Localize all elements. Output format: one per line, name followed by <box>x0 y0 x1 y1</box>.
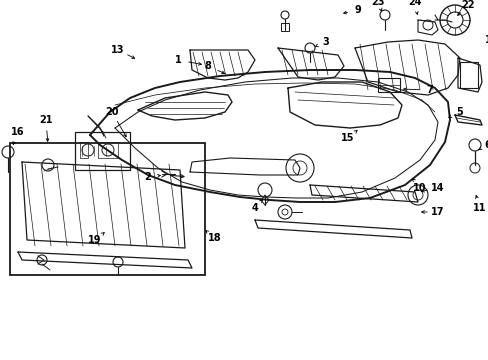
Text: 20: 20 <box>105 107 119 117</box>
Text: 4: 4 <box>251 203 258 213</box>
Text: 2: 2 <box>144 172 151 182</box>
Text: 18: 18 <box>208 233 222 243</box>
Text: 13: 13 <box>111 45 124 55</box>
Text: 22: 22 <box>460 0 474 10</box>
Bar <box>281 23 288 31</box>
Text: 7: 7 <box>426 85 432 95</box>
Text: 17: 17 <box>430 207 444 217</box>
Bar <box>377 78 399 92</box>
Text: 19: 19 <box>88 235 102 245</box>
Text: 23: 23 <box>370 0 384 7</box>
Text: 3: 3 <box>322 37 329 47</box>
Bar <box>10 143 204 275</box>
Bar <box>459 62 477 88</box>
Text: 6: 6 <box>484 140 488 150</box>
Text: 11: 11 <box>472 203 486 213</box>
Text: 21: 21 <box>39 115 53 125</box>
Text: 1: 1 <box>174 55 181 65</box>
Text: 9: 9 <box>354 5 361 15</box>
Text: 5: 5 <box>456 107 463 117</box>
Text: 10: 10 <box>412 183 426 193</box>
Text: 15: 15 <box>341 133 354 143</box>
Bar <box>75 132 130 170</box>
Text: 14: 14 <box>430 183 444 193</box>
Text: 8: 8 <box>204 61 211 71</box>
Text: 16: 16 <box>11 127 25 137</box>
Text: 12: 12 <box>484 35 488 45</box>
Text: 24: 24 <box>407 0 421 7</box>
